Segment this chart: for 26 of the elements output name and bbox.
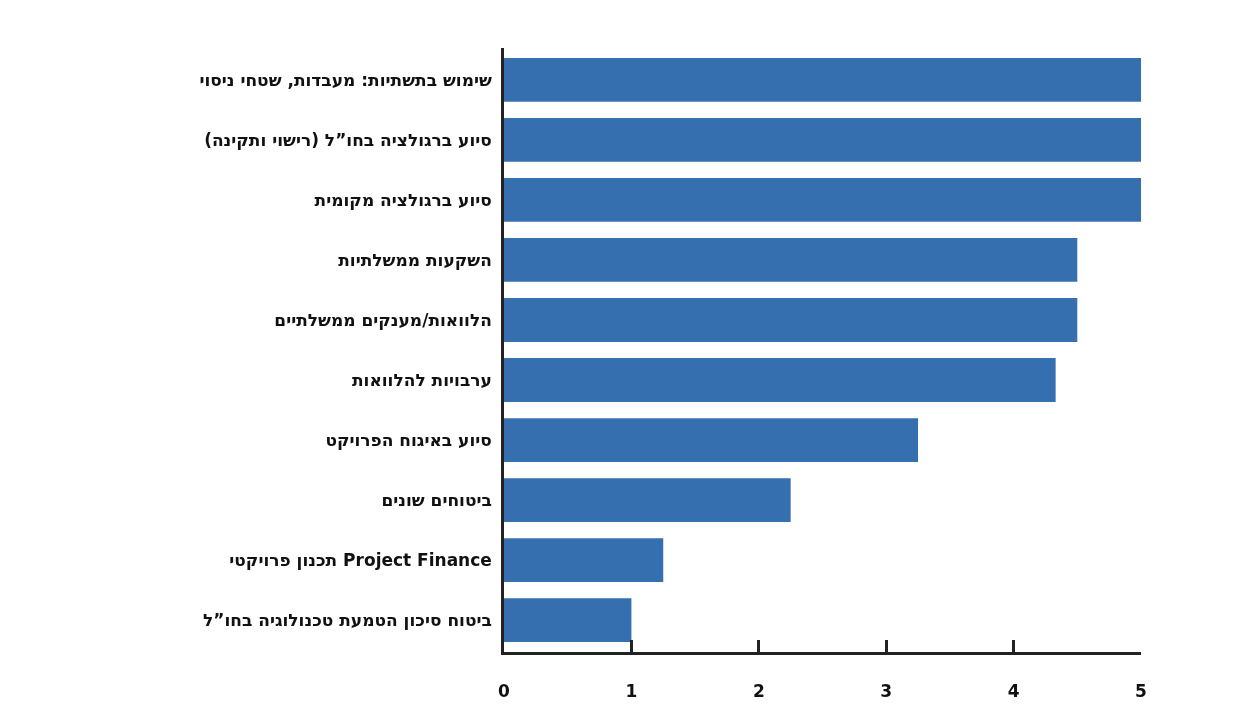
bar — [504, 298, 1078, 342]
bar — [504, 538, 664, 583]
y-tick-label: סיוע ברגולציה בחו”ל (רישוי ותקינה) — [204, 129, 492, 150]
x-tick-label: 3 — [880, 681, 893, 702]
bar — [504, 177, 1141, 222]
y-tick-label: ביטוחים שונים — [381, 490, 492, 511]
x-tick-label: 2 — [752, 681, 765, 702]
y-tick-label: תכנון פרויקטי Project Finance — [229, 550, 492, 571]
bar — [504, 478, 791, 523]
x-tick-label: 0 — [498, 681, 511, 702]
y-tick-label: הלוואות/מענקים ממשלתיים — [274, 309, 492, 330]
bar — [504, 117, 1141, 162]
bar — [504, 598, 632, 643]
x-tick-label: 5 — [1135, 681, 1147, 702]
y-tick-label: סיוע ברגולציה מקומית — [314, 189, 492, 210]
bar — [504, 57, 1141, 102]
y-tick-label: ערבויות להלוואות — [351, 369, 492, 390]
y-tick-label: ביטוח סיכון הטמעת טכנולוגיה בחו”ל — [202, 610, 492, 631]
bar — [504, 238, 1078, 282]
y-tick-label: השקעות ממשלתיות — [338, 249, 492, 270]
bar — [504, 418, 919, 462]
y-tick-label: שימוש בתשתיות: מעבדות, שטחי ניסוי — [199, 69, 492, 90]
y-tick-label: סיוע באיגוח הפרויקט — [325, 430, 492, 451]
bar — [504, 358, 1056, 402]
x-tick-label: 1 — [625, 681, 638, 702]
x-tick-label: 4 — [1007, 681, 1020, 702]
